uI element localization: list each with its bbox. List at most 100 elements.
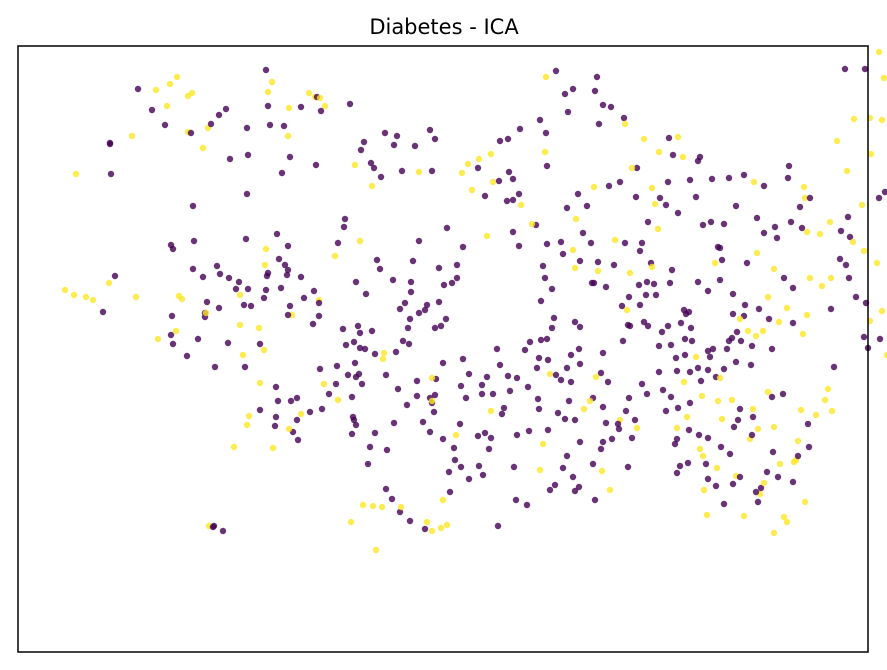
scatter-point-class-1 [175, 292, 183, 300]
scatter-point-class-1 [415, 168, 423, 176]
scatter-point-class-1 [623, 306, 631, 314]
scatter-point-class-0 [543, 335, 551, 343]
scatter-point-class-0 [860, 333, 868, 341]
scatter-point-class-1 [586, 397, 594, 405]
scatter-point-class-1 [572, 215, 580, 223]
scatter-point-class-0 [272, 383, 280, 391]
scatter-point-class-0 [614, 420, 622, 428]
scatter-point-class-0 [437, 322, 445, 330]
scatter-point-class-0 [360, 138, 368, 146]
scatter-point-class-1 [592, 373, 600, 381]
scatter-point-class-0 [426, 126, 434, 134]
scatter-point-class-0 [548, 324, 556, 332]
scatter-point-class-0 [489, 390, 497, 398]
scatter-point-class-1 [397, 503, 405, 511]
scatter-point-class-0 [203, 298, 211, 306]
scatter-point-class-0 [367, 159, 375, 167]
scatter-point-class-0 [748, 342, 756, 350]
scatter-point-class-1 [331, 252, 339, 260]
scatter-point-class-0 [539, 262, 547, 270]
scatter-point-class-0 [748, 431, 756, 439]
scatter-point-class-0 [747, 361, 755, 369]
scatter-point-class-1 [648, 184, 656, 192]
scatter-point-class-0 [692, 193, 700, 201]
scatter-point-class-1 [736, 315, 744, 323]
scatter-point-class-0 [583, 202, 591, 210]
scatter-point-class-0 [708, 175, 716, 183]
scatter-point-class-1 [880, 74, 887, 82]
scatter-point-class-0 [681, 335, 689, 343]
scatter-point-class-0 [702, 460, 710, 468]
scatter-point-class-1 [626, 269, 634, 277]
scatter-point-class-1 [297, 410, 305, 418]
scatter-point-class-0 [789, 284, 797, 292]
scatter-point-class-0 [148, 106, 156, 114]
scatter-point-class-0 [364, 460, 372, 468]
scatter-point-class-0 [567, 351, 575, 359]
scatter-point-class-0 [199, 273, 207, 281]
scatter-point-class-0 [669, 151, 677, 159]
scatter-point-class-1 [775, 318, 783, 326]
scatter-point-class-0 [736, 473, 744, 481]
scatter-point-class-0 [189, 202, 197, 210]
scatter-point-class-0 [563, 452, 571, 460]
scatter-point-class-0 [428, 167, 436, 175]
scatter-point-class-0 [446, 488, 454, 496]
scatter-point-class-1 [590, 183, 598, 191]
scatter-point-class-0 [686, 176, 694, 184]
scatter-point-class-0 [559, 250, 567, 258]
scatter-point-class-0 [187, 129, 195, 137]
scatter-point-class-0 [273, 230, 281, 238]
scatter-point-class-0 [451, 456, 459, 464]
scatter-point-class-0 [107, 170, 115, 178]
scatter-point-class-0 [362, 290, 370, 298]
scatter-point-class-1 [580, 405, 588, 413]
scatter-point-class-0 [789, 319, 797, 327]
scatter-point-class-0 [373, 256, 381, 264]
scatter-point-class-0 [439, 435, 447, 443]
scatter-point-class-0 [457, 382, 465, 390]
scatter-point-class-0 [685, 308, 693, 316]
scatter-point-class-0 [652, 291, 660, 299]
scatter-point-class-1 [264, 88, 272, 96]
scatter-point-class-0 [457, 463, 465, 471]
scatter-point-class-1 [128, 132, 136, 140]
scatter-point-class-1 [458, 169, 466, 177]
scatter-point-class-0 [830, 363, 838, 371]
scatter-point-class-0 [513, 431, 521, 439]
scatter-point-class-1 [794, 437, 802, 445]
scatter-point-class-1 [105, 279, 113, 287]
scatter-point-class-0 [439, 359, 447, 367]
scatter-point-class-1 [867, 150, 875, 158]
scatter-point-class-0 [383, 446, 391, 454]
scatter-point-class-0 [755, 305, 763, 313]
scatter-point-class-0 [352, 373, 360, 381]
scatter-point-class-0 [655, 368, 663, 376]
scatter-point-class-0 [366, 443, 374, 451]
scatter-point-class-0 [760, 229, 768, 237]
scatter-point-class-0 [266, 121, 274, 129]
scatter-point-class-1 [61, 286, 69, 294]
scatter-point-class-0 [443, 224, 451, 232]
scatter-point-class-0 [709, 345, 717, 353]
scatter-point-class-1 [316, 94, 324, 102]
scatter-point-class-0 [537, 336, 545, 344]
scatter-point-class-1 [256, 379, 264, 387]
scatter-point-class-0 [509, 175, 517, 183]
scatter-point-class-1 [439, 496, 447, 504]
scatter-point-class-1 [803, 228, 811, 236]
scatter-point-class-0 [644, 218, 652, 226]
scatter-point-class-0 [423, 301, 431, 309]
scatter-point-class-0 [780, 274, 788, 282]
scatter-point-class-0 [559, 464, 567, 472]
scatter-point-class-1 [699, 452, 707, 460]
scatter-point-class-0 [226, 155, 234, 163]
scatter-point-class-0 [483, 373, 491, 381]
scatter-point-class-0 [624, 463, 632, 471]
scatter-point-class-0 [495, 177, 503, 185]
scatter-point-class-0 [771, 223, 779, 231]
scatter-point-class-0 [462, 394, 470, 402]
scatter-point-class-0 [674, 209, 682, 217]
scatter-point-class-0 [478, 390, 486, 398]
